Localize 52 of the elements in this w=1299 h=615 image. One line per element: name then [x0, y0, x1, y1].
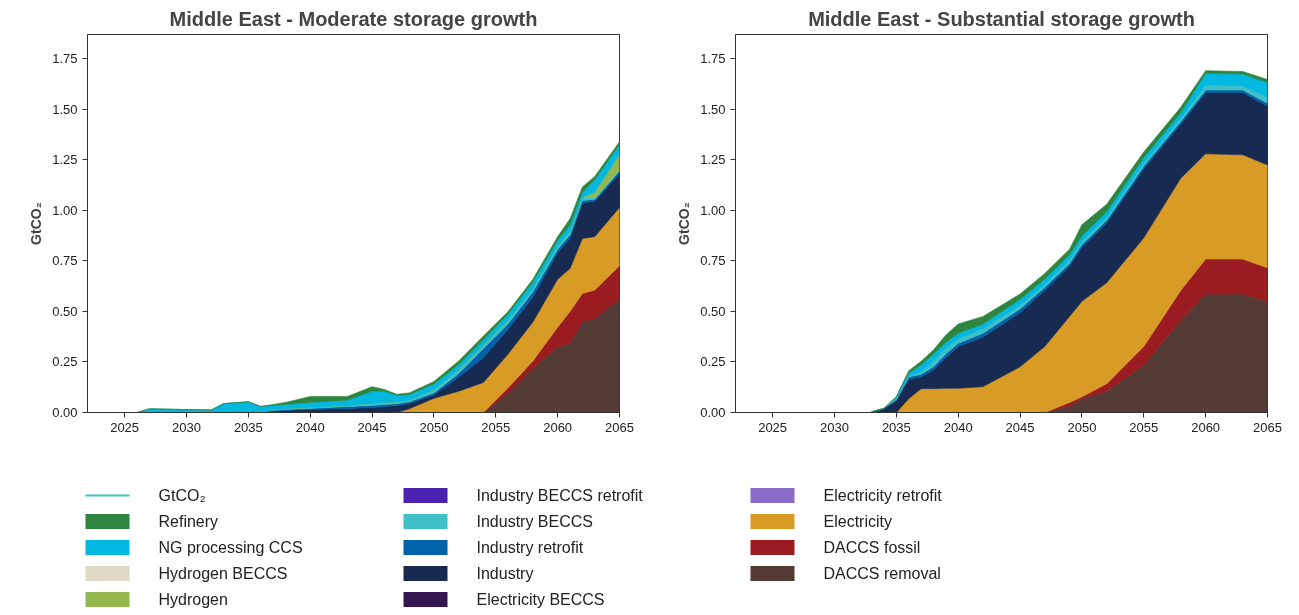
y-tick-label: 0.25: [52, 354, 78, 370]
x-tick-label: 2030: [820, 419, 849, 435]
x-tick-label: 2045: [357, 419, 387, 435]
legend-label: Hydrogen: [158, 591, 228, 608]
legend-label: GtCO₂: [158, 487, 206, 504]
x-tick-label: 2050: [1067, 419, 1097, 435]
x-tick-label: 2050: [419, 419, 449, 435]
y-tick-label: 1.75: [700, 51, 726, 67]
x-tick-label: 2035: [233, 419, 263, 435]
y-tick-label: 0.25: [700, 354, 726, 370]
x-tick-label: 2045: [1005, 419, 1035, 435]
chart-title: Middle East - Substantial storage growth: [808, 7, 1195, 30]
legend-label: Electricity retrofit: [823, 487, 943, 504]
legend-label: NG processing CCS: [158, 539, 303, 556]
y-tick-label: 1.75: [52, 51, 78, 67]
legend-label: Industry: [476, 565, 534, 582]
y-tick-label: 1.00: [52, 202, 78, 218]
x-tick-label: 2025: [110, 419, 140, 435]
legend-label: DACCS removal: [823, 565, 941, 582]
legend-label: Electricity: [823, 513, 892, 530]
y-tick-label: 1.50: [52, 101, 78, 117]
legend-label: Electricity BECCS: [476, 591, 605, 608]
y-tick-label: 1.25: [700, 152, 726, 168]
y-tick-label: 0.75: [52, 253, 78, 269]
y-tick-label: 0.50: [700, 303, 726, 319]
y-tick-label: 1.50: [700, 101, 726, 117]
x-tick-label: 2055: [481, 419, 511, 435]
chart-title: Middle East - Moderate storage growth: [169, 7, 538, 30]
legend-label: Industry BECCS: [476, 513, 593, 530]
x-tick-label: 2055: [1129, 419, 1159, 435]
y-tick-label: 0.75: [700, 253, 726, 269]
x-tick-label: 2065: [605, 419, 634, 435]
x-tick-label: 2060: [543, 419, 573, 435]
x-tick-label: 2040: [943, 419, 973, 435]
y-axis-title: GtCO₂: [28, 202, 45, 245]
y-tick-label: 1.00: [700, 202, 726, 218]
y-tick-label: 1.25: [52, 152, 78, 168]
x-tick-label: 2035: [881, 419, 911, 435]
legend-label: Refinery: [158, 513, 219, 530]
x-tick-label: 2040: [295, 419, 325, 435]
legend-label: Industry retrofit: [476, 539, 584, 556]
x-tick-label: 2025: [758, 419, 788, 435]
legend-label: DACCS fossil: [823, 539, 921, 556]
x-tick-label: 2065: [1253, 419, 1282, 435]
y-tick-label: 0.00: [700, 405, 726, 420]
x-tick-label: 2030: [172, 419, 201, 435]
legend-label: Industry BECCS retrofit: [476, 487, 644, 504]
y-axis-title: GtCO₂: [676, 202, 693, 245]
legend-label: Hydrogen BECCS: [158, 565, 288, 582]
x-tick-label: 2060: [1191, 419, 1221, 435]
y-tick-label: 0.50: [52, 303, 78, 319]
y-tick-label: 0.00: [52, 405, 78, 420]
